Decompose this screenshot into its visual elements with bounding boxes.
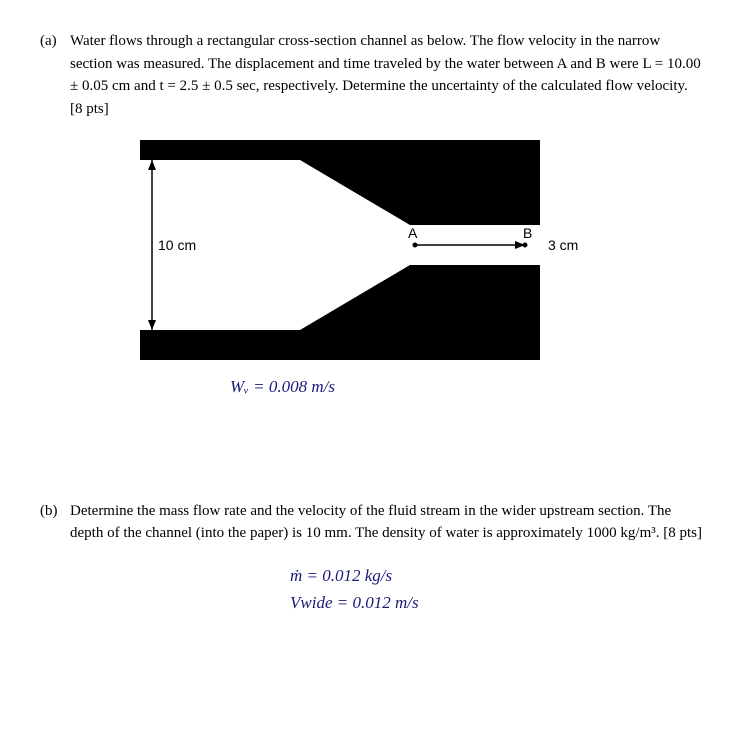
problem-b-label: (b)	[40, 500, 70, 545]
problem-a-label: (a)	[40, 30, 70, 120]
handwritten-a: Wᵥ = 0.008 m/s	[230, 374, 702, 400]
point-b-dot	[523, 243, 528, 248]
problem-b-text: Determine the mass flow rate and the vel…	[70, 500, 702, 545]
problem-a-text: Water flows through a rectangular cross-…	[70, 30, 702, 120]
left-dim-arrow-top	[148, 160, 156, 170]
problem-a: (a) Water flows through a rectangular cr…	[40, 30, 702, 400]
right-dim-label: 3 cm	[548, 237, 578, 253]
handwritten-b-block: ṁ = 0.012 kg/s Vwide = 0.012 m/s	[290, 563, 702, 616]
left-dim-arrow-bot	[148, 320, 156, 330]
problem-a-header: (a) Water flows through a rectangular cr…	[40, 30, 702, 120]
left-dim-label: 10 cm	[158, 237, 196, 253]
problem-b-header: (b) Determine the mass flow rate and the…	[40, 500, 702, 545]
point-a-label: A	[408, 225, 418, 241]
handwritten-b2: Vwide = 0.012 m/s	[290, 590, 702, 616]
problem-b: (b) Determine the mass flow rate and the…	[40, 500, 702, 616]
point-b-label: B	[523, 225, 532, 241]
bottom-block	[140, 265, 540, 360]
channel-figure: 10 cm 3 cm A B Wᵥ = 0.008 m/s	[100, 140, 702, 400]
handwritten-b1: ṁ = 0.012 kg/s	[290, 563, 702, 589]
channel-svg: 10 cm 3 cm A B	[100, 140, 580, 370]
top-block	[140, 140, 540, 225]
